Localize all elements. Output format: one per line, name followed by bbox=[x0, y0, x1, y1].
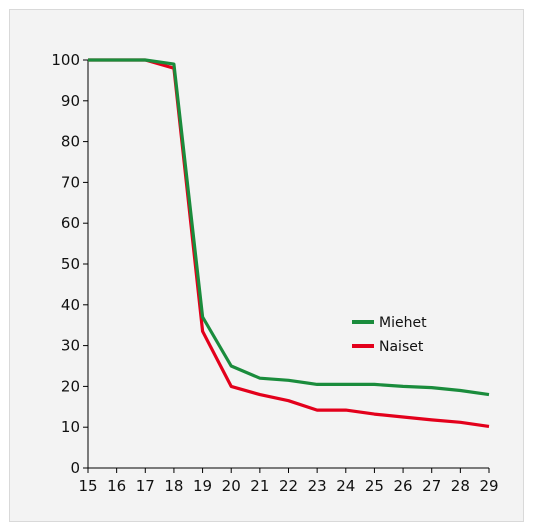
x-tick-label: 28 bbox=[451, 477, 470, 495]
x-tick-label: 19 bbox=[193, 477, 212, 495]
x-tick-label: 17 bbox=[136, 477, 155, 495]
x-tick-label: 22 bbox=[279, 477, 298, 495]
axes: 0 10 20 30 40 50 60 70 80 90 100 15 16 17 18 19 20 21 22 23… bbox=[51, 51, 498, 495]
y-tick-label: 60 bbox=[61, 214, 80, 232]
x-tick-label: 23 bbox=[308, 477, 327, 495]
y-tick-label: 10 bbox=[61, 418, 80, 436]
y-tick-label: 90 bbox=[61, 92, 80, 110]
chart-panel bbox=[9, 9, 524, 522]
x-tick-label: 26 bbox=[394, 477, 413, 495]
y-tick-label: 100 bbox=[51, 51, 80, 69]
y-tick-label: 50 bbox=[61, 255, 80, 273]
series-line-miehet bbox=[88, 58, 490, 397]
x-tick-label: 27 bbox=[422, 477, 441, 495]
x-tick-label: 29 bbox=[479, 477, 498, 495]
y-tick-label: 80 bbox=[61, 133, 80, 151]
x-tick-label: 15 bbox=[78, 477, 97, 495]
x-tick-label: 18 bbox=[164, 477, 183, 495]
x-tick-label: 25 bbox=[365, 477, 384, 495]
series-line-naiset bbox=[88, 58, 490, 428]
series-layer bbox=[88, 58, 490, 428]
y-tick-label: 20 bbox=[61, 377, 80, 395]
legend-label-miehet: Miehet bbox=[379, 315, 427, 331]
x-tick-label: 24 bbox=[336, 477, 355, 495]
legend-label-naiset: Naiset bbox=[379, 339, 424, 355]
x-tick-label: 20 bbox=[222, 477, 241, 495]
y-tick-label: 0 bbox=[70, 459, 80, 477]
x-tick-label: 21 bbox=[250, 477, 269, 495]
y-tick-label: 40 bbox=[61, 296, 80, 314]
x-tick-label: 16 bbox=[107, 477, 126, 495]
y-tick-label: 70 bbox=[61, 173, 80, 191]
legend: Miehet Naiset bbox=[352, 315, 427, 355]
y-tick-label: 30 bbox=[61, 337, 80, 355]
